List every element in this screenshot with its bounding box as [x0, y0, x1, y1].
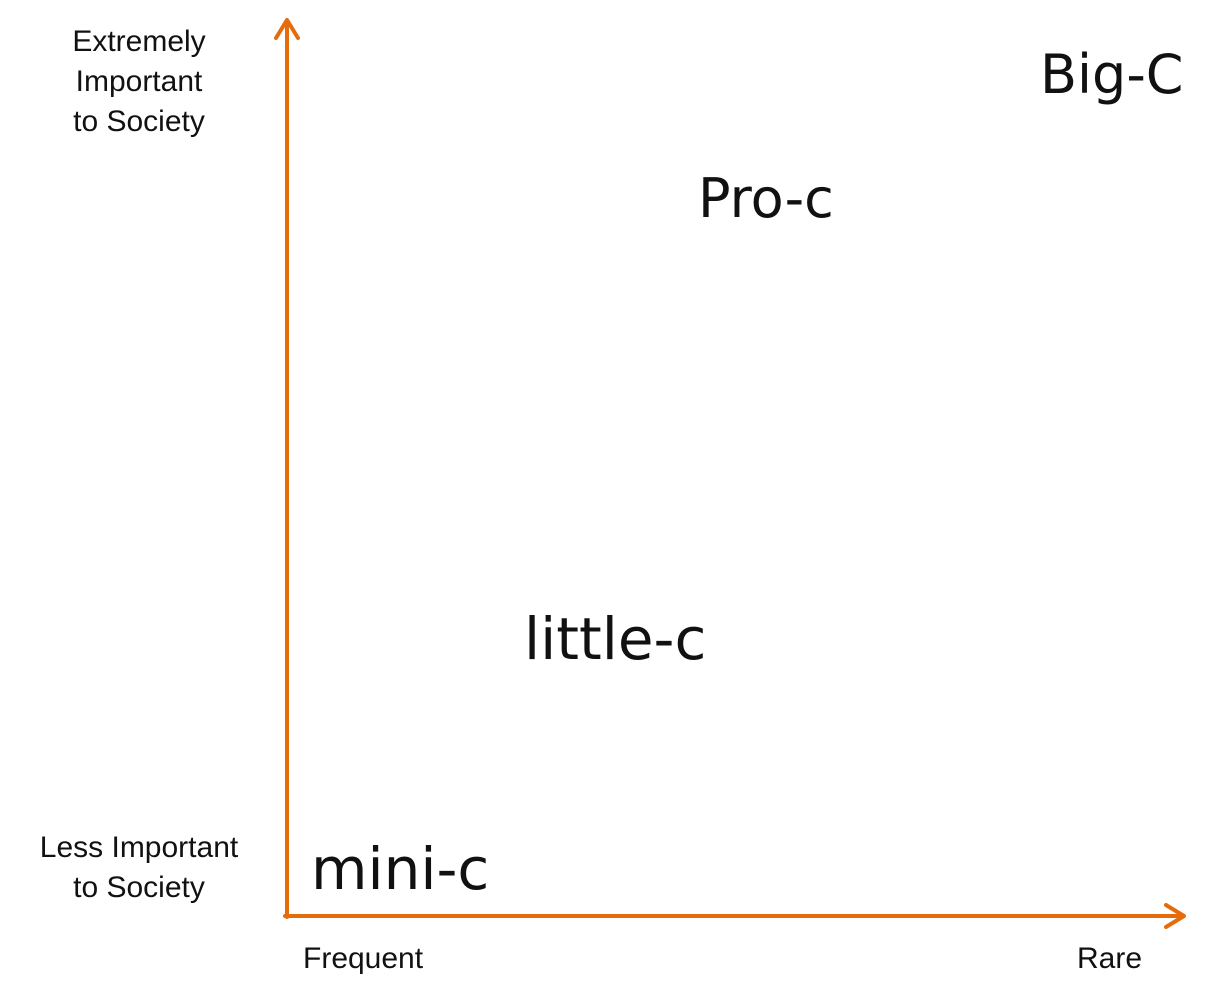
- x-axis-right-label: Rare: [1077, 942, 1143, 975]
- x-axis-arrow-head: [1164, 903, 1186, 929]
- level-little-c: little-c: [524, 605, 707, 673]
- x-axis-left-label: Frequent: [303, 942, 424, 975]
- y-axis-arrow-head: [274, 18, 300, 40]
- level-mini-c: mini-c: [311, 835, 490, 903]
- level-pro-c: Pro-c: [698, 167, 834, 230]
- y-axis-top-label: Extremely Important to Society: [72, 25, 206, 138]
- y-axis-bottom-label: Less Important to Society: [39, 831, 239, 904]
- level-big-c: Big-C: [1040, 43, 1184, 106]
